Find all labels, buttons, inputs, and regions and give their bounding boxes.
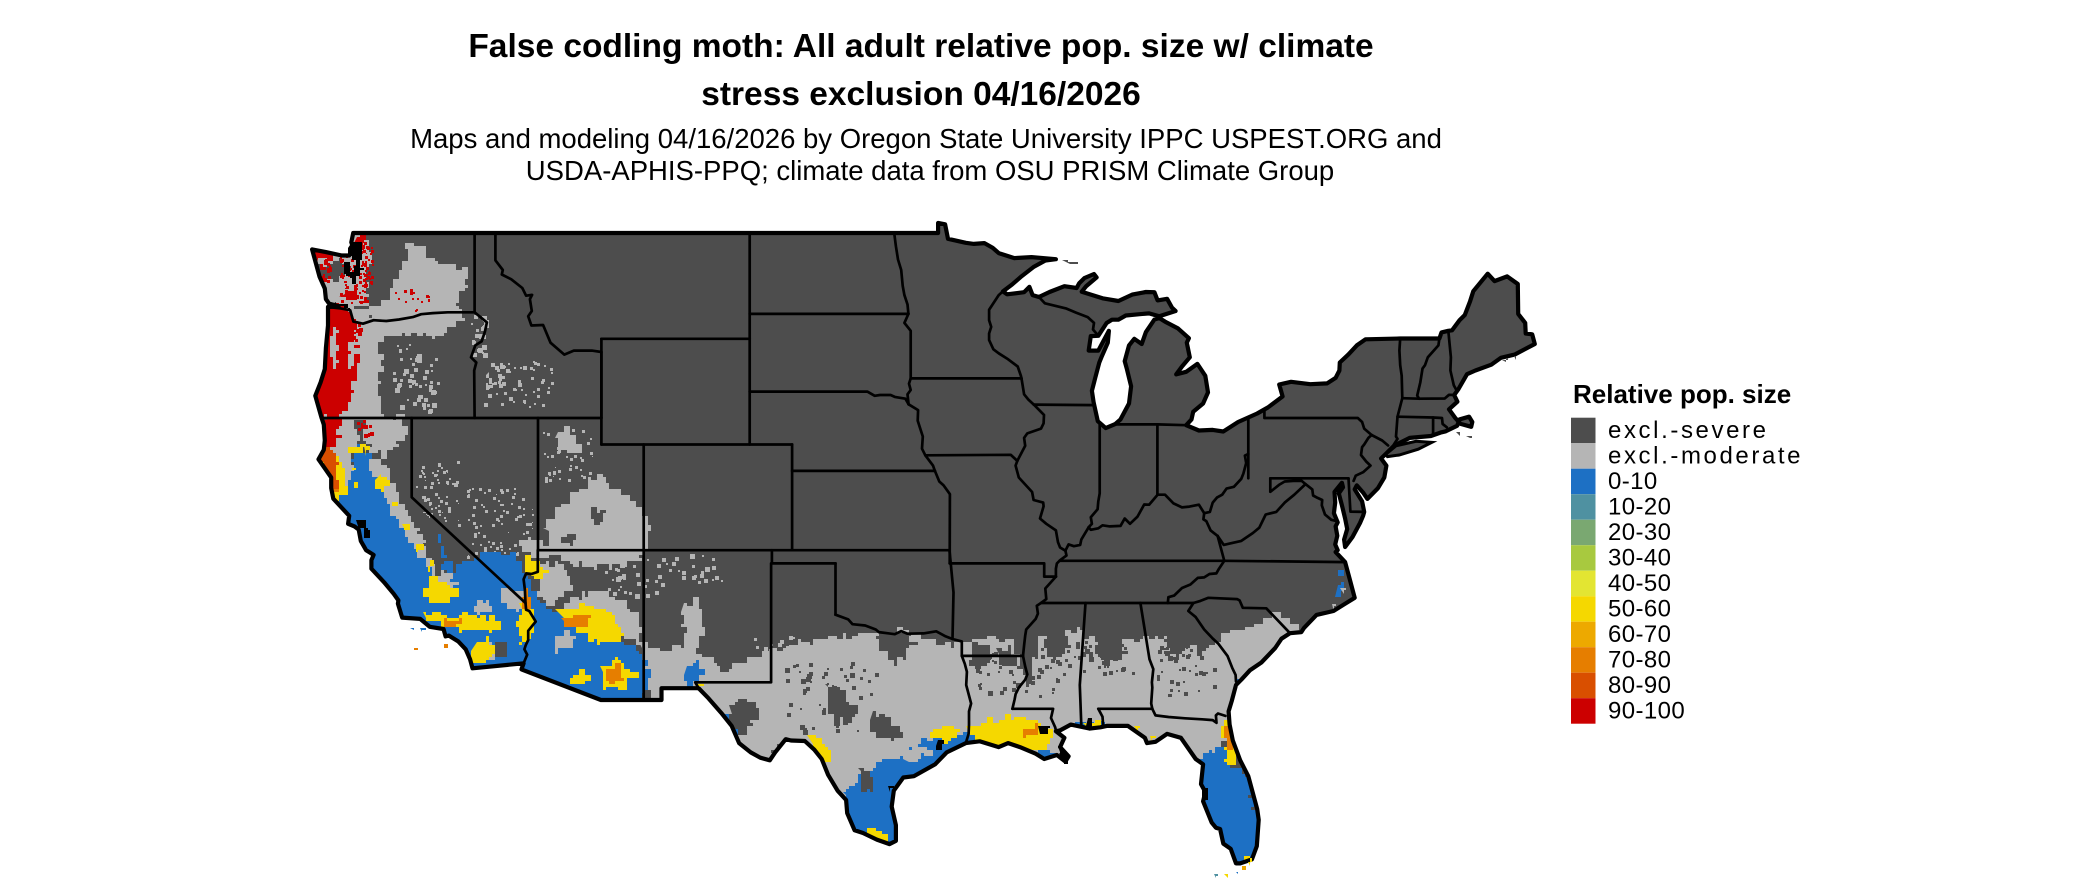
svg-text:stress exclusion 04/16/2026: stress exclusion 04/16/2026 bbox=[701, 76, 1141, 113]
svg-text:excl.-severe: excl.-severe bbox=[1608, 417, 1769, 444]
svg-text:60-70: 60-70 bbox=[1608, 621, 1671, 648]
svg-text:Relative pop. size: Relative pop. size bbox=[1573, 379, 1791, 409]
svg-text:excl.-moderate: excl.-moderate bbox=[1608, 442, 1803, 469]
svg-text:50-60: 50-60 bbox=[1608, 595, 1671, 622]
svg-text:0-10: 0-10 bbox=[1608, 468, 1658, 495]
svg-text:USDA-APHIS-PPQ; climate data f: USDA-APHIS-PPQ; climate data from OSU PR… bbox=[526, 155, 1334, 186]
svg-text:Maps and modeling 04/16/2026 b: Maps and modeling 04/16/2026 by Oregon S… bbox=[410, 123, 1442, 154]
svg-text:40-50: 40-50 bbox=[1608, 570, 1671, 597]
svg-text:30-40: 30-40 bbox=[1608, 544, 1671, 571]
svg-text:70-80: 70-80 bbox=[1608, 646, 1671, 673]
svg-text:80-90: 80-90 bbox=[1608, 672, 1671, 699]
svg-text:90-100: 90-100 bbox=[1608, 697, 1685, 724]
svg-text:20-30: 20-30 bbox=[1608, 519, 1671, 546]
svg-text:False codling moth: All adult: False codling moth: All adult relative p… bbox=[468, 28, 1373, 65]
svg-text:10-20: 10-20 bbox=[1608, 493, 1671, 520]
